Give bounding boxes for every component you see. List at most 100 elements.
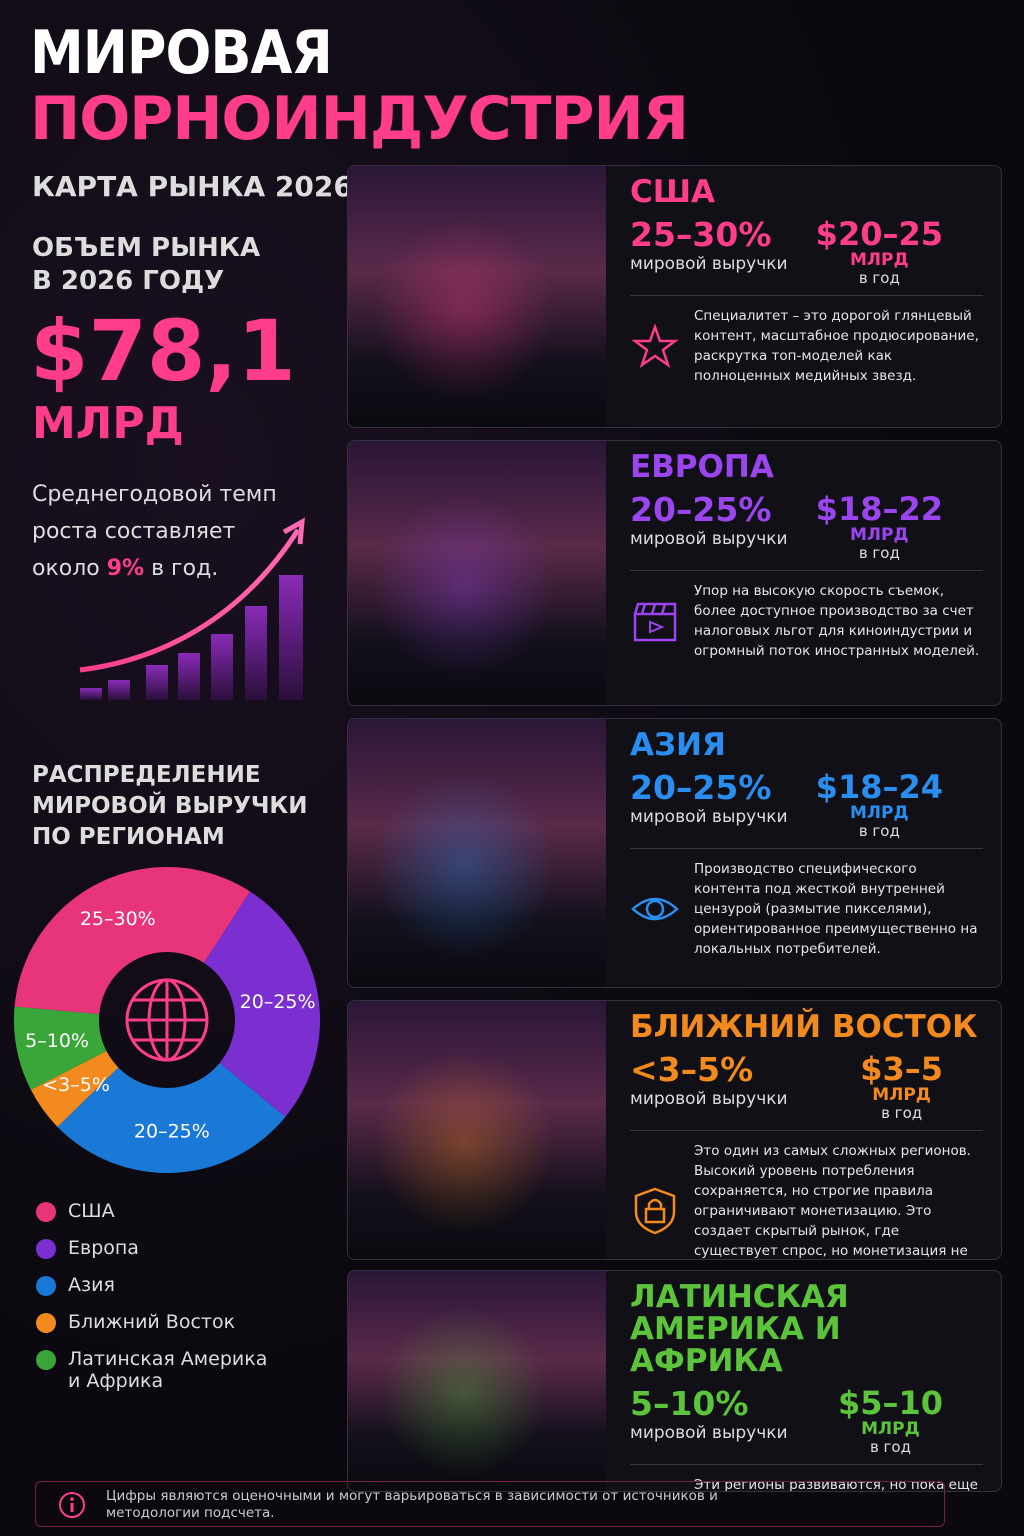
share-block: 25–30% мировой выручки [630, 216, 788, 287]
revenue-period: в год [881, 1104, 923, 1122]
share-block: 20–25% мировой выручки [630, 491, 788, 562]
region-card: ЛАТИНСКАЯ АМЕРИКА И АФРИКА 5–10% мировой в… [347, 1270, 1002, 1492]
region-revenue: $18–24 [815, 768, 943, 806]
region-revenue: $5–10 [837, 1384, 943, 1422]
share-label: мировой выручки [630, 529, 788, 549]
growth-text-after: в год. [151, 556, 219, 581]
region-revenue: $18–22 [815, 490, 943, 528]
region-card: БЛИЖНИЙ ВОСТОК <3–5% мировой выручки $3–5 МЛ… [347, 1000, 1002, 1260]
region-icon [631, 897, 679, 921]
region-image [348, 1271, 606, 1491]
revenue-period: в год [858, 269, 900, 287]
region-image [348, 166, 606, 427]
revenue-unit: МЛРД [850, 803, 909, 823]
region-details: Производство специфического контента под… [630, 859, 983, 959]
divider [630, 295, 983, 296]
share-block: 20–25% мировой выручки [630, 769, 788, 840]
share-block: 5–10% мировой выручки [630, 1385, 788, 1456]
region-name: ЕВРОПА [630, 449, 774, 485]
region-name: ЛАТИНСКАЯ АМЕРИКА И АФРИКА [630, 1279, 849, 1379]
globe-icon [125, 978, 209, 1062]
footnote: Цифры являются оценочными и могут варьир… [106, 1488, 718, 1521]
region-card: США 25–30% мировой выручки $20–25 МЛРД в год С… [347, 165, 1002, 428]
info-icon [59, 1492, 85, 1518]
region-icon [633, 602, 677, 642]
region-card: ЕВРОПА 20–25% мировой выручки $18–22 МЛРД в г… [347, 440, 1002, 706]
region-name: АЗИЯ [630, 727, 726, 763]
region-image [348, 441, 606, 705]
legend-item: Азия [36, 1274, 276, 1296]
revenue-block: $3–5 МЛРД в год [860, 1051, 943, 1122]
region-text: ЕВРОПА 20–25% мировой выручки $18–22 МЛРД в г… [630, 451, 983, 661]
revenue-unit: МЛРД [850, 250, 909, 270]
region-name: США [630, 174, 716, 210]
footnote-box: Цифры являются оценочными и могут варьир… [35, 1481, 945, 1527]
donut-segment [14, 867, 251, 1015]
segment-label: 20–25% [134, 1120, 210, 1142]
region-details: Это один из самых сложных регионов. Высо… [630, 1141, 983, 1259]
legend-item: США [36, 1200, 276, 1222]
donut-segment [13, 1006, 107, 1090]
divider [630, 1130, 983, 1131]
market-unit: МЛРД [32, 398, 184, 449]
region-text: ЛАТИНСКАЯ АМЕРИКА И АФРИКА 5–10% мировой в… [630, 1279, 983, 1492]
legend-label: США [68, 1200, 115, 1222]
revenue-block: $5–10 МЛРД в год [838, 1385, 943, 1456]
legend-swatch [36, 1239, 56, 1259]
revenue-period: в год [869, 1438, 911, 1456]
region-card: АЗИЯ 20–25% мировой выручки $18–24 МЛРД в год… [347, 718, 1002, 988]
legend-swatch [36, 1313, 56, 1333]
region-share: 20–25% [630, 490, 772, 529]
legend-item: Европа [36, 1237, 276, 1259]
region-share: 5–10% [630, 1384, 749, 1423]
region-icon [631, 323, 679, 369]
legend-label: Латинская Америка и Африка [68, 1348, 268, 1392]
region-stats: 25–30% мировой выручки $20–25 МЛРД в год [630, 216, 983, 288]
growth-text-before: Среднегодовой темп роста составляет окол… [32, 482, 277, 581]
share-label: мировой выручки [630, 807, 788, 827]
region-details: Упор на высокую скорость съемок, более д… [630, 581, 983, 661]
region-share: <3–5% [630, 1050, 754, 1089]
region-image [348, 719, 606, 987]
revenue-period: в год [858, 544, 900, 562]
subtitle: КАРТА РЫНКА 2026 [32, 170, 353, 203]
market-label: ОБЪЕМ РЫНКА В 2026 ГОДУ [32, 233, 261, 296]
share-label: мировой выручки [630, 1089, 788, 1109]
growth-text: Среднегодовой темп роста составляет окол… [32, 476, 302, 587]
legend-item: Ближний Восток [36, 1311, 276, 1333]
revenue-unit: МЛРД [872, 1085, 931, 1105]
region-details: Специалитет – это дорогой глянцевый конт… [630, 306, 983, 386]
market-value: $78,1 [30, 302, 296, 400]
divider [630, 848, 983, 849]
divider [630, 570, 983, 571]
revenue-block: $18–24 МЛРД в год [816, 769, 943, 840]
region-description: Производство специфического контента под… [694, 861, 978, 957]
region-revenue: $3–5 [860, 1050, 943, 1088]
segment-label: <3–5% [42, 1074, 110, 1096]
legend-swatch [36, 1276, 56, 1296]
region-stats: 20–25% мировой выручки $18–24 МЛРД в год [630, 769, 983, 841]
legend-label: Европа [68, 1237, 139, 1259]
title-line2: ПОРНОИНДУСТРИЯ [30, 84, 689, 154]
region-description: Это один из самых сложных регионов. Высо… [694, 1143, 971, 1259]
region-description: Упор на высокую скорость съемок, более д… [694, 583, 980, 659]
divider [630, 1464, 983, 1465]
region-share: 25–30% [630, 215, 772, 254]
region-text: БЛИЖНИЙ ВОСТОК <3–5% мировой выручки $3–5 МЛ… [630, 1011, 983, 1259]
legend-label: Азия [68, 1274, 115, 1296]
revenue-block: $20–25 МЛРД в год [816, 216, 943, 287]
region-icon [634, 1187, 676, 1235]
growth-illustration [79, 517, 305, 700]
region-description: Эти регионы развиваются, но пока еще нах… [694, 1477, 978, 1492]
revenue-unit: МЛРД [861, 1419, 920, 1439]
region-text: США 25–30% мировой выручки $20–25 МЛРД в год С… [630, 176, 983, 386]
revenue-unit: МЛРД [850, 525, 909, 545]
share-label: мировой выручки [630, 254, 788, 274]
legend-swatch [36, 1202, 56, 1222]
pie-title: РАСПРЕДЕЛЕНИЕ МИРОВОЙ ВЫРУЧКИ ПО РЕГИОНА… [32, 762, 308, 850]
revenue-block: $18–22 МЛРД в год [816, 491, 943, 562]
segment-label: 5–10% [25, 1030, 89, 1052]
segment-label: 25–30% [80, 908, 156, 930]
region-stats: 20–25% мировой выручки $18–22 МЛРД в год [630, 491, 983, 563]
